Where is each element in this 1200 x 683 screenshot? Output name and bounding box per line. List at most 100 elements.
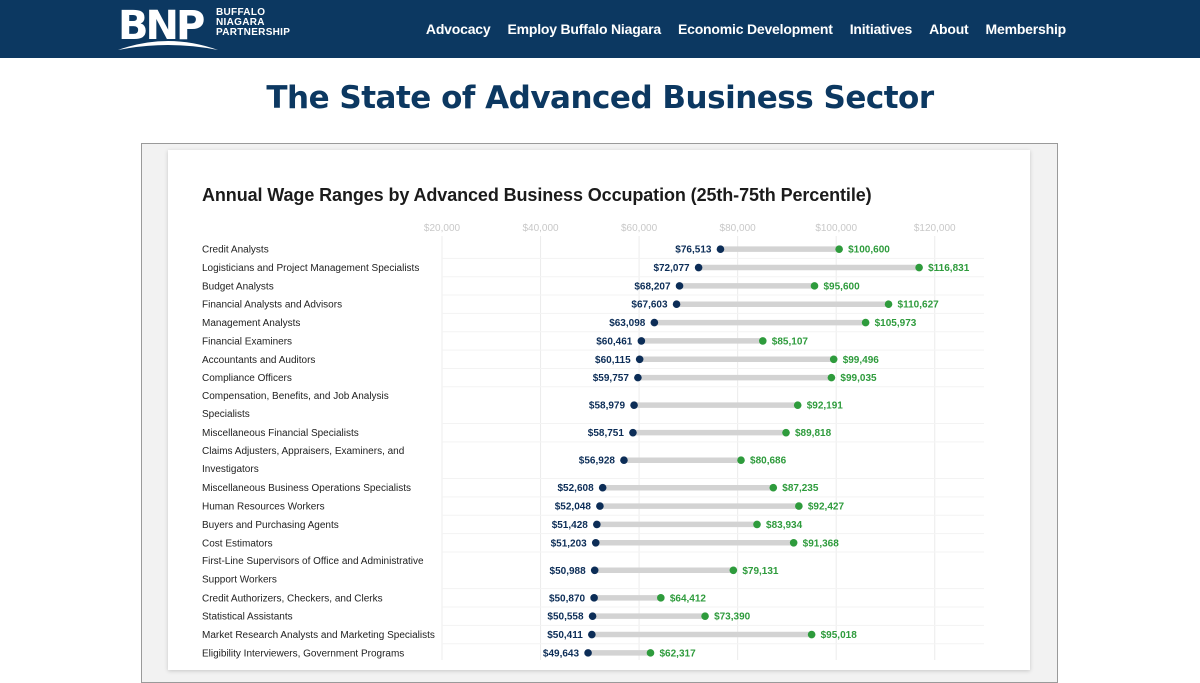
high-wage-dot <box>646 649 655 657</box>
high-wage-dot <box>829 355 838 364</box>
low-wage-dot <box>675 282 684 290</box>
chart-card <box>168 150 1030 670</box>
high-wage-dot <box>782 428 790 437</box>
high-wage-label: $99,035 <box>840 373 877 384</box>
nav-economic-development[interactable]: Economic Development <box>677 21 833 37</box>
nav-membership[interactable]: Membership <box>985 21 1067 37</box>
category-label: Credit Authorizers, Checkers, and Clerks <box>202 593 383 604</box>
low-wage-label: $60,115 <box>595 355 631 366</box>
low-wage-label: $63,098 <box>609 318 646 329</box>
high-wage-dot <box>737 456 745 465</box>
high-wage-dot <box>753 520 761 529</box>
logo-swoosh-icon <box>118 41 218 50</box>
high-wage-label: $92,191 <box>807 401 844 412</box>
category-label: Compliance Officers <box>202 373 292 384</box>
x-tick-label: $60,000 <box>621 223 658 234</box>
category-label: Credit Analysts <box>202 245 269 256</box>
high-wage-label: $64,412 <box>670 593 707 604</box>
logo-mark: BNP <box>118 3 205 49</box>
low-wage-label: $51,203 <box>551 538 588 549</box>
high-wage-label: $95,600 <box>824 281 861 292</box>
high-wage-label: $100,600 <box>848 245 890 256</box>
category-label: First-Line Supervisors of Office and Adm… <box>202 556 424 567</box>
category-label: Miscellaneous Business Operations Specia… <box>202 483 411 494</box>
category-label: Financial Analysts and Advisors <box>202 300 342 311</box>
category-label: Investigators <box>202 464 259 475</box>
category-label: Market Research Analysts and Marketing S… <box>202 630 435 641</box>
x-tick-label: $100,000 <box>815 223 857 234</box>
logo-words: BUFFALO NIAGARA PARTNERSHIP <box>216 8 290 38</box>
category-label: Logisticians and Project Management Spec… <box>202 263 419 274</box>
category-label: Cost Estimators <box>202 538 273 549</box>
high-wage-label: $85,107 <box>772 336 809 347</box>
high-wage-dot <box>915 263 923 272</box>
category-label: Miscellaneous Financial Specialists <box>202 428 359 439</box>
low-wage-dot <box>694 263 703 272</box>
low-wage-label: $50,870 <box>549 593 586 604</box>
high-wage-label: $62,317 <box>660 648 697 659</box>
nav-advocacy[interactable]: Advocacy <box>425 21 491 37</box>
low-wage-dot <box>635 355 644 364</box>
high-wage-dot <box>835 245 843 253</box>
low-wage-label: $60,461 <box>596 336 633 347</box>
low-wage-label: $50,988 <box>550 566 587 577</box>
low-wage-dot <box>716 245 725 253</box>
low-wage-label: $50,411 <box>547 630 583 641</box>
high-wage-label: $83,934 <box>766 520 803 531</box>
top-navigation-bar: BNP BUFFALO NIAGARA PARTNERSHIP Advocacy… <box>0 0 1200 58</box>
high-wage-dot <box>657 594 665 602</box>
page-title: The State of Advanced Business Sector <box>266 80 934 116</box>
high-wage-dot <box>769 483 778 492</box>
low-wage-label: $58,751 <box>588 428 625 439</box>
low-wage-dot <box>590 594 598 602</box>
logo-word-buffalo: BUFFALO <box>216 7 266 18</box>
low-wage-dot <box>629 428 637 437</box>
category-label: Support Workers <box>202 574 277 585</box>
x-tick-label: $120,000 <box>914 223 956 234</box>
low-wage-label: $58,979 <box>589 401 626 412</box>
high-wage-label: $73,390 <box>714 612 751 623</box>
category-label: Claims Adjusters, Appraisers, Examiners,… <box>202 446 404 457</box>
nav-about[interactable]: About <box>929 21 969 37</box>
high-wage-dot <box>795 502 803 510</box>
bnp-logo[interactable]: BNP BUFFALO NIAGARA PARTNERSHIP <box>118 4 298 54</box>
low-wage-dot <box>590 566 599 575</box>
low-wage-dot <box>630 401 638 409</box>
high-wage-dot <box>729 566 738 575</box>
low-wage-dot <box>588 612 597 620</box>
low-wage-label: $72,077 <box>653 263 690 274</box>
nav-employ-buffalo-niagara[interactable]: Employ Buffalo Niagara <box>507 21 661 37</box>
low-wage-label: $68,207 <box>634 281 671 292</box>
low-wage-dot <box>591 538 600 547</box>
high-wage-label: $99,496 <box>843 355 880 366</box>
low-wage-label: $67,603 <box>631 300 668 311</box>
wage-range-chart: $20,000 $40,000 $60,000 $80,000 $100,000 $120… <box>202 223 984 660</box>
high-wage-label: $79,131 <box>742 566 779 577</box>
low-wage-label: $52,608 <box>558 483 595 494</box>
x-tick-label: $80,000 <box>720 223 757 234</box>
low-wage-dot <box>593 520 601 529</box>
nav-initiatives[interactable]: Initiatives <box>849 21 913 37</box>
high-wage-label: $80,686 <box>750 456 787 467</box>
category-label: Buyers and Purchasing Agents <box>202 520 339 531</box>
low-wage-dot <box>620 456 628 465</box>
high-wage-label: $89,818 <box>795 428 832 439</box>
low-wage-label: $49,643 <box>543 648 580 659</box>
category-label: Compensation, Benefits, and Job Analysis <box>202 391 389 402</box>
category-label: Statistical Assistants <box>202 612 293 623</box>
low-wage-dot <box>584 649 592 657</box>
low-wage-label: $76,513 <box>675 245 712 256</box>
category-label: Specialists <box>202 409 250 420</box>
high-wage-label: $91,368 <box>803 538 840 549</box>
high-wage-dot <box>701 612 709 620</box>
category-label: Accountants and Auditors <box>202 355 315 366</box>
low-wage-dot <box>588 630 596 639</box>
high-wage-label: $87,235 <box>782 483 819 494</box>
high-wage-label: $92,427 <box>808 502 845 513</box>
high-wage-dot <box>807 630 816 639</box>
main-nav: Advocacy Employ Buffalo Niagara Economic… <box>409 0 1066 58</box>
low-wage-dot <box>598 483 607 492</box>
high-wage-dot <box>793 401 802 409</box>
low-wage-label: $52,048 <box>555 502 592 513</box>
high-wage-label: $95,018 <box>821 630 858 641</box>
